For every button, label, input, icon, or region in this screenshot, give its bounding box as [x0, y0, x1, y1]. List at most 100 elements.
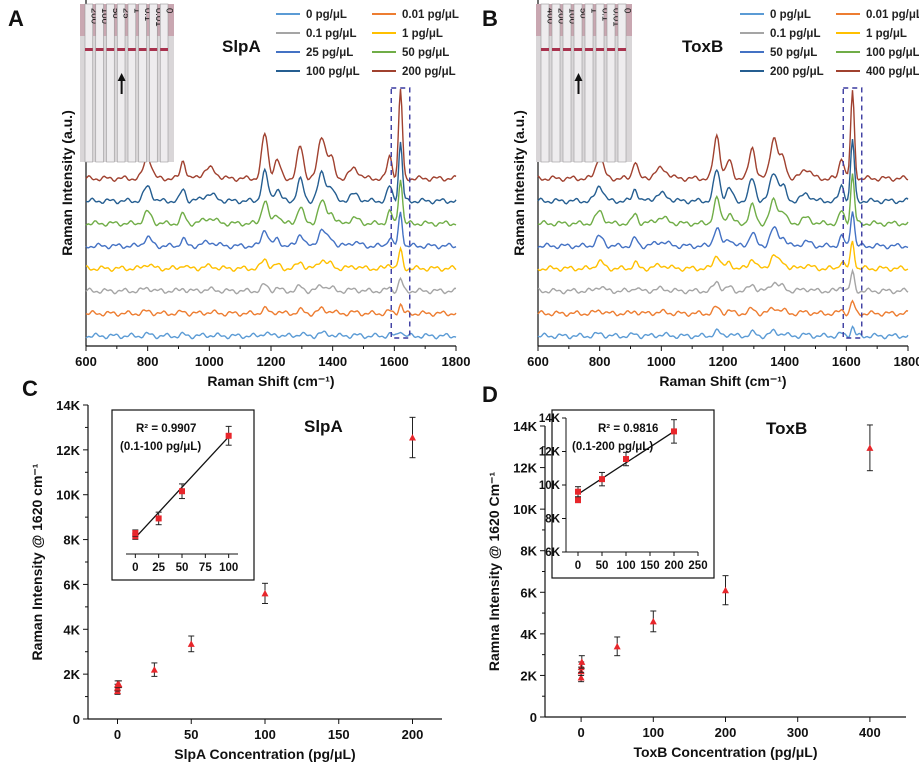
inset-x-tick-label: 0: [132, 562, 138, 574]
strip-label: 100: [99, 8, 110, 24]
strip-label: 0.01: [611, 8, 622, 27]
strip-control-line: [552, 48, 560, 51]
x-axis-title: ToxB Concentration (pg/μL): [633, 744, 817, 760]
spectrum-line: [85, 276, 457, 295]
spectrum-line: [85, 141, 457, 205]
inset-range: (0.1-200 pg/μL): [572, 441, 653, 453]
y-tick-label: 8K: [520, 544, 537, 559]
y-tick-label: 14K: [56, 398, 80, 413]
y-tick-label: 10K: [56, 488, 80, 503]
inset-x-tick-label: 200: [664, 560, 683, 572]
legend-entry: 0.01 pg/μL: [402, 9, 459, 21]
strip-label: 200: [88, 8, 99, 24]
legend-entry: 0.1 pg/μL: [306, 28, 357, 40]
legend-entry: 1 pg/μL: [402, 28, 443, 40]
strip-label: 400: [545, 8, 556, 24]
strip-label: 0.1: [142, 8, 153, 21]
y-tick-label: 14K: [513, 419, 537, 434]
spectrum-line: [85, 179, 457, 228]
strip-control-line: [607, 48, 615, 51]
x-tick-label: 400: [859, 725, 881, 740]
inset-data-point: [623, 456, 629, 463]
spectrum-line: [537, 139, 909, 205]
y-tick-label: 6K: [63, 577, 80, 592]
inset-x-tick-label: 25: [152, 562, 165, 574]
strip-control-line: [106, 48, 115, 51]
spectrum-line: [537, 299, 909, 318]
legend-entry: 0 pg/μL: [306, 9, 347, 21]
x-tick-label: 1200: [257, 354, 286, 369]
legend-entry: 0.01 pg/μL: [866, 9, 919, 21]
inset-data-point: [179, 488, 185, 495]
chart-title: ToxB: [682, 37, 723, 56]
legend-entry: 100 pg/μL: [306, 66, 360, 78]
x-tick-label: 800: [137, 354, 159, 369]
legend-entry: 400 pg/μL: [866, 66, 919, 78]
chart-title: SlpA: [304, 417, 343, 436]
x-tick-label: 800: [589, 354, 611, 369]
test-strip: [595, 3, 605, 163]
inset-x-tick-label: 150: [640, 560, 659, 572]
x-tick-label: 100: [254, 727, 276, 742]
strip-label: 50: [110, 8, 121, 19]
data-point: [649, 617, 657, 625]
test-strip: [149, 3, 158, 163]
strip-label: 1: [589, 8, 600, 13]
x-tick-label: 1400: [318, 354, 347, 369]
y-tick-label: 10K: [513, 502, 537, 517]
test-strip: [84, 3, 94, 163]
inset-r2: R² = 0.9816: [598, 423, 658, 435]
x-tick-label: 1600: [380, 354, 409, 369]
x-tick-label: 0: [114, 727, 121, 742]
x-tick-label: 200: [402, 727, 424, 742]
panel-c-scatter: 0 2K 4K 6K 8K 10K 12K 14K 0 50 100 150 200 SlpA Conce…: [29, 398, 442, 762]
strip-control-line: [149, 48, 158, 51]
x-tick-label: 1800: [894, 354, 919, 369]
x-tick-label: 1000: [647, 354, 676, 369]
strip-control-line: [618, 48, 626, 51]
strip-label: 50: [578, 8, 589, 19]
inset-x-tick-label: 50: [596, 560, 609, 572]
spectrum-line: [85, 245, 457, 273]
inset-x-tick-label: 100: [616, 560, 635, 572]
spectrum-line: [85, 330, 457, 340]
y-tick-label: 12K: [513, 461, 537, 476]
x-tick-label: 1000: [195, 354, 224, 369]
spectrum-line: [537, 173, 909, 228]
legend-entry: 200 pg/μL: [402, 66, 456, 78]
strip-label: 0.1: [600, 8, 611, 21]
chart-title: ToxB: [766, 419, 807, 438]
legend-entry: 0 pg/μL: [770, 9, 811, 21]
legend-entry: 1 pg/μL: [866, 28, 907, 40]
strip-label: 0: [164, 8, 175, 13]
y-tick-label: 2K: [63, 667, 80, 682]
y-axis-title: Raman Intensity (a.u.): [59, 110, 75, 255]
inset-y-tick-label: 8K: [545, 514, 560, 526]
strip-label: 100: [567, 8, 578, 24]
inset-range: (0.1-100 pg/μL): [120, 441, 201, 453]
inset-y-tick-label: 10K: [539, 480, 561, 492]
data-point: [115, 680, 123, 688]
y-axis-title: Raman Intensity (a.u.): [511, 110, 527, 255]
test-strip: [540, 3, 550, 163]
strip-control-line: [541, 48, 549, 51]
data-point: [409, 434, 416, 441]
strip-control-line: [160, 48, 168, 51]
x-tick-label: 150: [328, 727, 350, 742]
panel-letter-a: A: [8, 6, 24, 31]
strip-control-line: [128, 48, 136, 51]
legend-entry: 50 pg/μL: [402, 47, 449, 59]
x-tick-label: 600: [527, 354, 549, 369]
arrow-head: [117, 73, 126, 81]
panel-letter-d: D: [482, 382, 498, 407]
test-strip: [584, 3, 594, 163]
inset-data-point: [132, 530, 139, 537]
x-tick-label: 1800: [442, 354, 471, 369]
x-tick-label: 300: [787, 725, 809, 740]
x-tick-label: 50: [184, 727, 198, 742]
inset-data-point: [599, 476, 605, 483]
test-strip: [562, 3, 572, 163]
test-strip: [551, 3, 561, 163]
